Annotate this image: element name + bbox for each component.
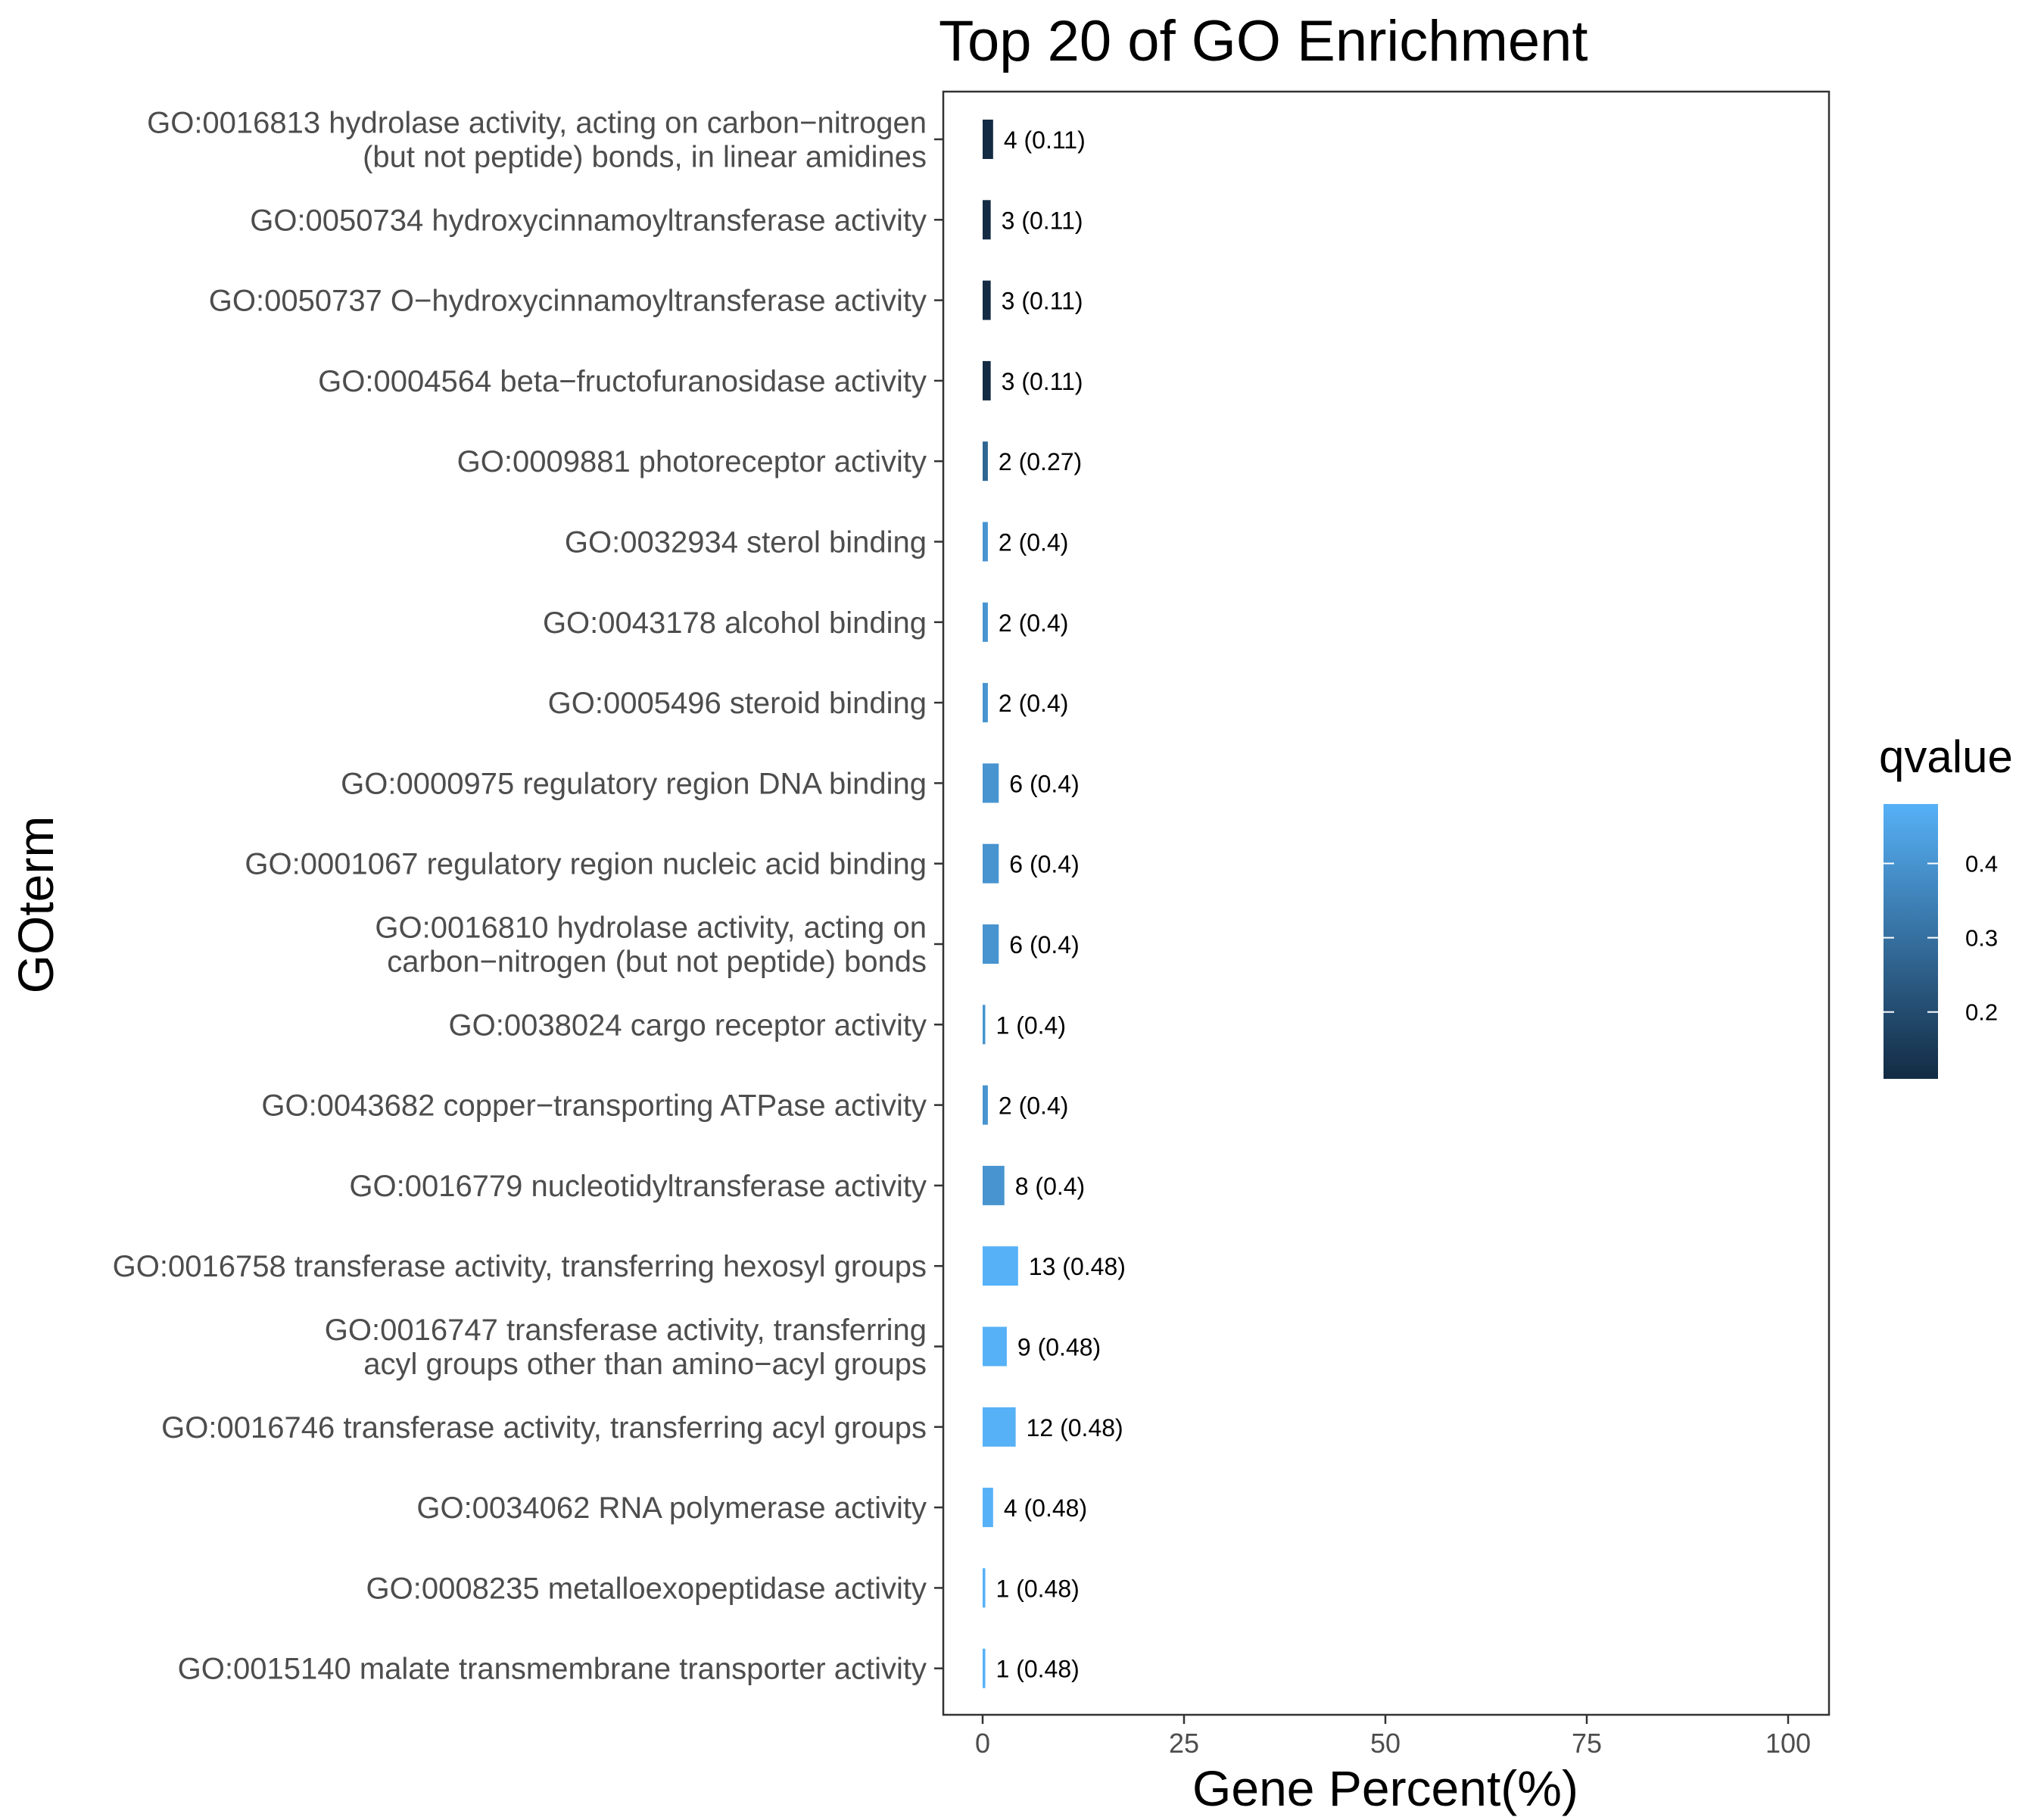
legend-tick-label: 0.4 [1965, 850, 1998, 877]
plot-panel [942, 90, 1831, 1716]
bar-value-label: 3 (0.11) [1002, 368, 1083, 395]
y-tick-label: GO:0050737 O−hydroxycinnamoyltransferase… [209, 285, 927, 318]
x-tick-label: 50 [1370, 1728, 1401, 1759]
y-tick-label: GO:0008235 metalloexopeptidase activity [366, 1572, 927, 1605]
bar-value-label: 13 (0.48) [1029, 1253, 1126, 1280]
bar-value-labels: 4 (0.11) 3 (0.11) 3 (0.11) 3 (0.11) 2 (0.27)… [996, 126, 1126, 1683]
bar-value-label: 6 (0.4) [1009, 851, 1079, 878]
bar [983, 280, 991, 320]
y-axis-title: GOterm [8, 816, 64, 994]
y-tick-label: GO:0016810 hydrolase activity, acting on… [375, 912, 927, 979]
bar-value-label: 12 (0.48) [1027, 1414, 1123, 1441]
y-tick-label: GO:0009881 photoreceptor activity [457, 445, 927, 478]
bar [983, 1407, 1016, 1447]
bar-value-label: 2 (0.27) [999, 448, 1082, 475]
legend: qvalue 0.2 0.3 0.4 [1879, 731, 2013, 1079]
y-axis-labels: GO:0016813 hydrolase activity, acting on… [113, 107, 927, 1686]
bar-value-label: 1 (0.48) [996, 1656, 1080, 1683]
bar-value-label: 1 (0.48) [996, 1575, 1080, 1602]
bar [983, 1648, 986, 1688]
bar [983, 1326, 1007, 1367]
bar [983, 1165, 1005, 1205]
legend-title: qvalue [1879, 731, 2013, 782]
bar-value-label: 2 (0.4) [999, 1092, 1068, 1120]
bar-value-label: 6 (0.4) [1009, 770, 1079, 797]
bar-value-label: 4 (0.48) [1004, 1494, 1087, 1522]
chart-title: Top 20 of GO Enrichment [939, 9, 1588, 73]
x-axis: 0 25 50 75 100 [975, 1715, 1811, 1759]
y-tick-label: GO:0038024 cargo receptor activity [449, 1008, 927, 1042]
x-tick-label: 100 [1765, 1728, 1811, 1759]
bar [983, 924, 999, 964]
bar-value-label: 3 (0.11) [1002, 288, 1083, 315]
bar [983, 1568, 986, 1608]
x-tick-label: 75 [1572, 1728, 1602, 1759]
bar-value-label: 2 (0.4) [999, 609, 1068, 637]
bar-value-label: 9 (0.48) [1017, 1334, 1101, 1361]
bar-value-label: 1 (0.4) [996, 1011, 1066, 1039]
y-tick-label: GO:0015140 malate transmembrane transpor… [178, 1653, 927, 1686]
bar [983, 200, 991, 240]
bar [983, 360, 991, 400]
bar [983, 1085, 988, 1125]
bar-value-label: 3 (0.11) [1002, 207, 1083, 234]
y-axis-ticks [934, 138, 943, 1669]
y-tick-label: GO:0043682 copper−transporting ATPase ac… [261, 1089, 927, 1123]
legend-colorbar [1884, 804, 1938, 1079]
y-tick-label: GO:0001067 regulatory region nucleic aci… [245, 848, 927, 881]
bar-value-label: 8 (0.4) [1015, 1173, 1085, 1200]
y-tick-label: GO:0016758 transferase activity, transfe… [113, 1250, 927, 1283]
y-tick-label: GO:0043178 alcohol binding [543, 606, 927, 640]
bar-value-label: 6 (0.4) [1009, 931, 1079, 958]
bar [983, 602, 988, 642]
bars [983, 120, 1018, 1688]
bar [983, 683, 988, 723]
y-tick-label: GO:0016746 transferase activity, transfe… [161, 1411, 927, 1445]
x-axis-title: Gene Percent(%) [1192, 1760, 1578, 1816]
bar [983, 1488, 993, 1528]
bar [983, 120, 993, 159]
bar [983, 1246, 1018, 1286]
legend-tick-label: 0.3 [1965, 925, 1998, 952]
y-tick-label: GO:0050734 hydroxycinnamoyltransferase a… [250, 204, 927, 237]
y-tick-label: GO:0016779 nucleotidyltransferase activi… [349, 1170, 927, 1203]
y-tick-label: GO:0000975 regulatory region DNA binding [341, 767, 927, 800]
y-tick-label: GO:0005496 steroid binding [548, 687, 927, 720]
bar [983, 1005, 986, 1045]
legend-ticks: 0.2 0.3 0.4 [1884, 850, 1998, 1026]
bar-value-label: 2 (0.4) [999, 529, 1068, 556]
x-tick-label: 25 [1169, 1728, 1199, 1759]
bar-value-label: 2 (0.4) [999, 690, 1068, 717]
y-tick-label: GO:0016813 hydrolase activity, acting on… [147, 107, 927, 174]
bar [983, 441, 988, 482]
bar [983, 522, 988, 562]
bar-value-label: 4 (0.11) [1004, 126, 1086, 154]
bar [983, 763, 999, 803]
x-tick-label: 0 [975, 1728, 990, 1759]
y-tick-label: GO:0016747 transferase activity, transfe… [325, 1314, 927, 1381]
bar [983, 843, 999, 884]
y-tick-label: GO:0004564 beta−fructofuranosidase activ… [318, 365, 927, 398]
y-tick-label: GO:0032934 sterol binding [565, 526, 927, 559]
y-tick-label: GO:0034062 RNA polymerase activity [416, 1491, 927, 1525]
legend-tick-label: 0.2 [1965, 999, 1998, 1026]
